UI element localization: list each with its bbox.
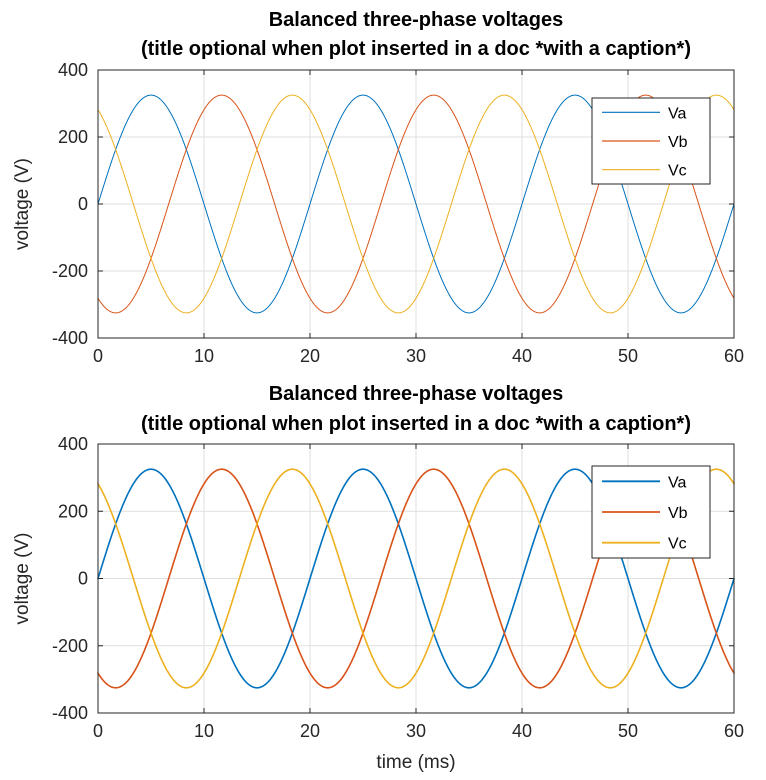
legend-label-va: Va [668, 474, 686, 491]
series-line-va [97, 468, 735, 689]
legend: Va Vb Vc [591, 465, 711, 559]
series-line-vc [97, 94, 735, 314]
y-tick-label: 200 [58, 127, 88, 147]
x-tick-label: 30 [406, 721, 426, 741]
x-tick-label: 50 [618, 721, 638, 741]
x-tick-label: 0 [93, 346, 103, 366]
x-tick-label: 40 [512, 721, 532, 741]
legend-label-va: Va [668, 105, 686, 122]
series-line-va [97, 94, 735, 314]
x-tick-label: 10 [194, 346, 214, 366]
x-tick-label: 0 [93, 721, 103, 741]
chart-title: Balanced three-phase voltages [269, 383, 564, 405]
x-axis-label: time (ms) [376, 752, 455, 773]
x-tick-label: 20 [300, 721, 320, 741]
x-tick-label: 20 [300, 346, 320, 366]
y-tick-label: -200 [52, 636, 88, 656]
chart-subtitle: (title optional when plot inserted in a … [141, 38, 691, 60]
y-tick-label: 400 [58, 434, 88, 454]
y-tick-label: 400 [58, 60, 88, 80]
x-tick-label: 40 [512, 346, 532, 366]
chart-subtitle: (title optional when plot inserted in a … [141, 413, 691, 435]
y-axis-label: voltage (V) [12, 158, 33, 250]
y-tick-label: -400 [52, 328, 88, 348]
x-tick-label: 10 [194, 721, 214, 741]
series-line-vc [97, 468, 735, 689]
chart-title: Balanced three-phase voltages [269, 9, 564, 31]
x-tick-label: 50 [618, 346, 638, 366]
chart-1: 0 10 20 30 40 50 60 -400 -200 0 200 400 voltage (V) B… [12, 9, 744, 366]
legend-label-vb: Vb [668, 505, 688, 522]
y-axis-label: voltage (V) [12, 533, 33, 625]
y-tick-label: 0 [78, 194, 88, 214]
x-tick-label: 30 [406, 346, 426, 366]
y-tick-label: -200 [52, 261, 88, 281]
y-tick-label: 0 [78, 569, 88, 589]
legend: Va Vb Vc [591, 97, 711, 185]
legend-label-vb: Vb [668, 134, 688, 151]
x-tick-label: 60 [724, 346, 744, 366]
chart-2: 0 10 20 30 40 50 60 -400 -200 0 200 400 voltage (V) t… [12, 383, 744, 773]
x-tick-label: 60 [724, 721, 744, 741]
y-tick-label: -400 [52, 703, 88, 723]
legend-label-vc: Vc [668, 163, 687, 180]
y-tick-label: 200 [58, 501, 88, 521]
legend-label-vc: Vc [668, 536, 687, 553]
